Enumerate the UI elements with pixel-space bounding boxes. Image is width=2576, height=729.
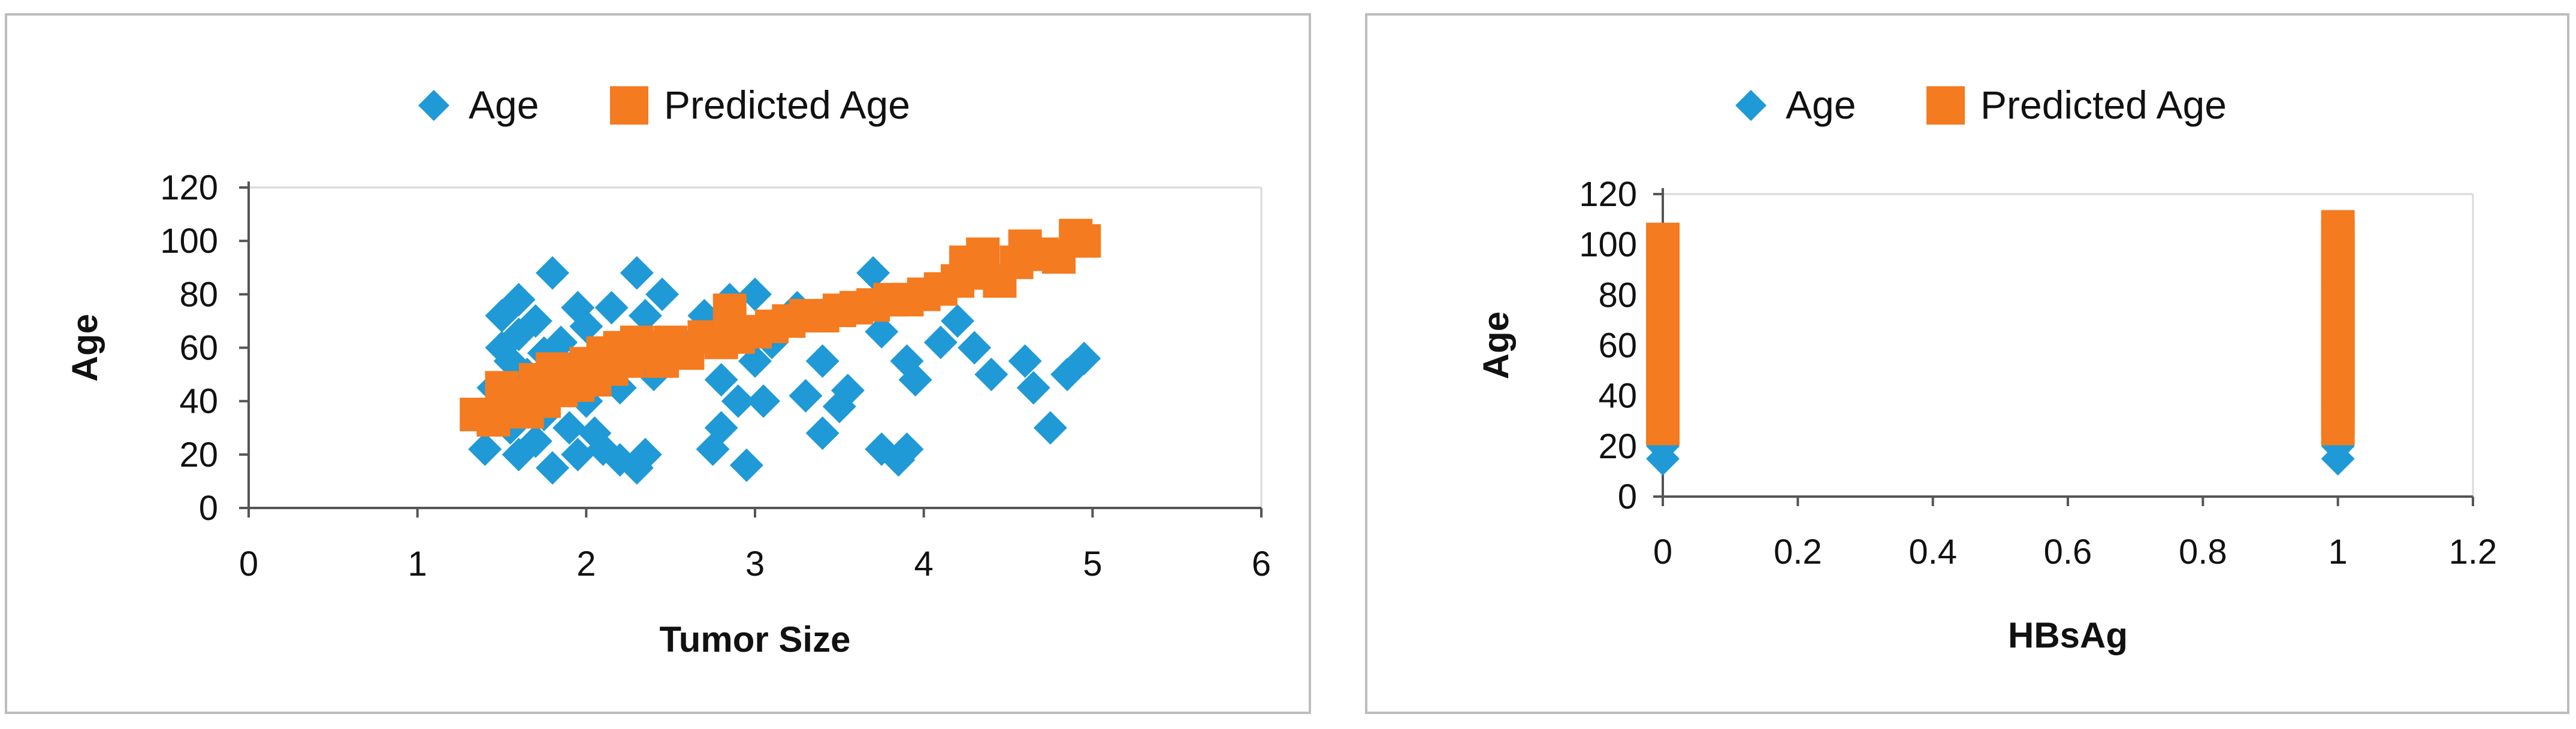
age-point	[865, 314, 899, 349]
x-tick-label: 0.6	[2044, 533, 2092, 571]
predicted-age-point	[1067, 224, 1101, 258]
x-axis-label: Tumor Size	[660, 619, 851, 660]
chart-panel-hbsag: Age Predicted Age 0 20 40 60 80 100 120 0 0.2 0.4 0.…	[1365, 13, 2569, 714]
series-predicted-age	[460, 219, 1101, 437]
x-tick-label: 6	[1252, 545, 1271, 583]
age-point	[518, 424, 552, 458]
x-tick-label: 0.8	[2179, 533, 2227, 571]
x-tick-label: 0	[239, 545, 258, 583]
age-point	[747, 384, 781, 418]
y-tick-label: 120	[160, 168, 218, 207]
y-tick-label: 20	[1598, 427, 1637, 466]
age-point	[831, 373, 865, 407]
y-tick-label: 40	[179, 382, 218, 421]
legend: Age Predicted Age	[1735, 83, 2227, 127]
age-point	[645, 277, 680, 311]
age-point	[805, 344, 839, 378]
age-point	[536, 256, 569, 290]
y-tick-label: 100	[160, 222, 218, 261]
age-point	[923, 325, 958, 359]
chart-hbsag-svg: Age Predicted Age 0 20 40 60 80 100 120 0 0.2 0.4 0.…	[1476, 83, 2498, 655]
legend-predicted-age-marker	[610, 86, 648, 125]
x-tick-label: 1	[2329, 533, 2348, 571]
series-age	[468, 256, 1101, 485]
age-point	[628, 299, 662, 332]
age-point	[620, 256, 654, 290]
series-predicted-age	[1646, 210, 2355, 446]
age-point	[974, 358, 1008, 392]
predicted-age-point	[1646, 222, 1680, 256]
age-point	[1033, 411, 1067, 445]
age-point	[805, 416, 839, 450]
y-tick-label: 60	[1598, 326, 1637, 365]
age-point	[544, 325, 578, 359]
legend-predicted-age-label: Predicted Age	[664, 83, 910, 127]
age-point	[898, 363, 932, 397]
age-point	[958, 331, 992, 365]
age-point	[1067, 341, 1101, 376]
legend-age-label: Age	[1786, 83, 1856, 127]
age-point	[941, 304, 974, 338]
age-point	[502, 283, 536, 317]
y-tick-label: 120	[1579, 175, 1637, 214]
age-point	[729, 448, 763, 482]
age-point	[856, 256, 890, 290]
y-tick-label: 0	[199, 489, 218, 528]
x-axis-label: HBsAg	[2008, 615, 2128, 655]
age-point	[738, 277, 772, 311]
legend-age-marker	[1735, 90, 1766, 121]
legend-predicted-age-marker	[1926, 86, 1965, 125]
x-tick-label: 4	[914, 545, 934, 583]
y-tick-label: 0	[1618, 477, 1637, 516]
y-tick-label: 20	[179, 435, 218, 474]
x-tick-label: 0	[1653, 533, 1672, 571]
age-point	[704, 363, 738, 397]
age-point	[1016, 371, 1050, 405]
x-tick-label: 2	[576, 545, 596, 583]
series-age	[1646, 253, 2355, 476]
x-tick-label: 0.4	[1908, 533, 1957, 571]
age-point	[561, 437, 595, 471]
age-point	[536, 451, 569, 485]
predicted-age-point	[2321, 210, 2355, 244]
y-tick-label: 40	[1598, 377, 1637, 416]
age-point	[594, 291, 629, 325]
age-point	[552, 411, 587, 445]
age-point	[704, 411, 738, 445]
age-point	[569, 309, 603, 343]
x-tick-label: 0.2	[1774, 533, 1822, 571]
age-point	[721, 384, 755, 418]
x-tick-label: 5	[1083, 545, 1102, 583]
legend: Age Predicted Age	[418, 83, 910, 127]
legend-predicted-age-label: Predicted Age	[1980, 83, 2227, 127]
age-point	[1008, 344, 1042, 378]
x-tick-label: 1	[408, 545, 427, 583]
age-point	[628, 437, 662, 471]
y-axis-label: Age	[1476, 311, 1516, 379]
y-tick-label: 80	[179, 275, 218, 314]
x-tick-label: 1.2	[2449, 533, 2498, 571]
legend-age-marker	[418, 90, 449, 121]
age-point	[518, 304, 552, 338]
age-point	[468, 432, 502, 466]
y-axis-label: Age	[65, 314, 105, 382]
chart-tumor-size-svg: Age Predicted Age 0 20 40 60 80 100 120 0 1 2 3 4 5 6 Tu…	[65, 83, 1271, 660]
age-point	[890, 432, 924, 466]
y-tick-label: 100	[1579, 225, 1637, 264]
y-tick-label: 60	[179, 329, 218, 368]
chart-panel-tumor-size: Age Predicted Age 0 20 40 60 80 100 120 0 1 2 3 4 5 6 Tu…	[5, 13, 1311, 714]
x-tick-label: 3	[745, 545, 765, 583]
age-point	[789, 379, 823, 413]
y-tick-label: 80	[1598, 276, 1637, 314]
legend-age-label: Age	[469, 83, 539, 127]
